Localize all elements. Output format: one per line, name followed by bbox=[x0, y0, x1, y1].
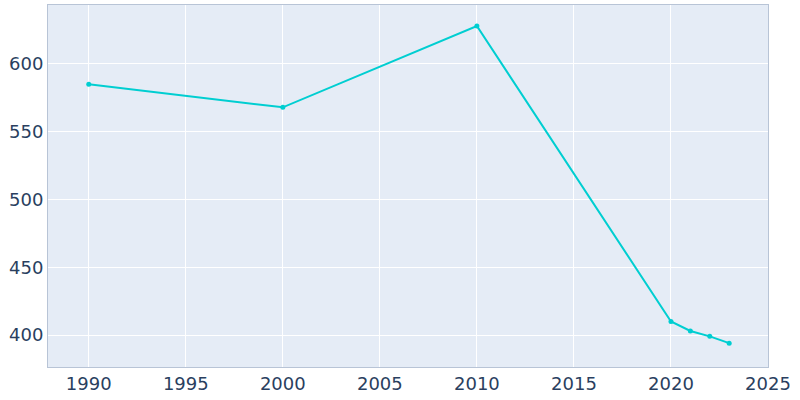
svg-text:2020: 2020 bbox=[648, 373, 694, 394]
svg-text:600: 600 bbox=[9, 53, 43, 74]
svg-text:1990: 1990 bbox=[66, 373, 112, 394]
svg-text:550: 550 bbox=[9, 121, 43, 142]
svg-text:2015: 2015 bbox=[551, 373, 597, 394]
svg-text:2000: 2000 bbox=[260, 373, 306, 394]
svg-text:2025: 2025 bbox=[745, 373, 791, 394]
svg-text:400: 400 bbox=[9, 324, 43, 345]
svg-text:1995: 1995 bbox=[163, 373, 209, 394]
svg-text:2010: 2010 bbox=[454, 373, 500, 394]
svg-text:500: 500 bbox=[9, 189, 43, 210]
svg-text:450: 450 bbox=[9, 257, 43, 278]
svg-text:2005: 2005 bbox=[357, 373, 403, 394]
